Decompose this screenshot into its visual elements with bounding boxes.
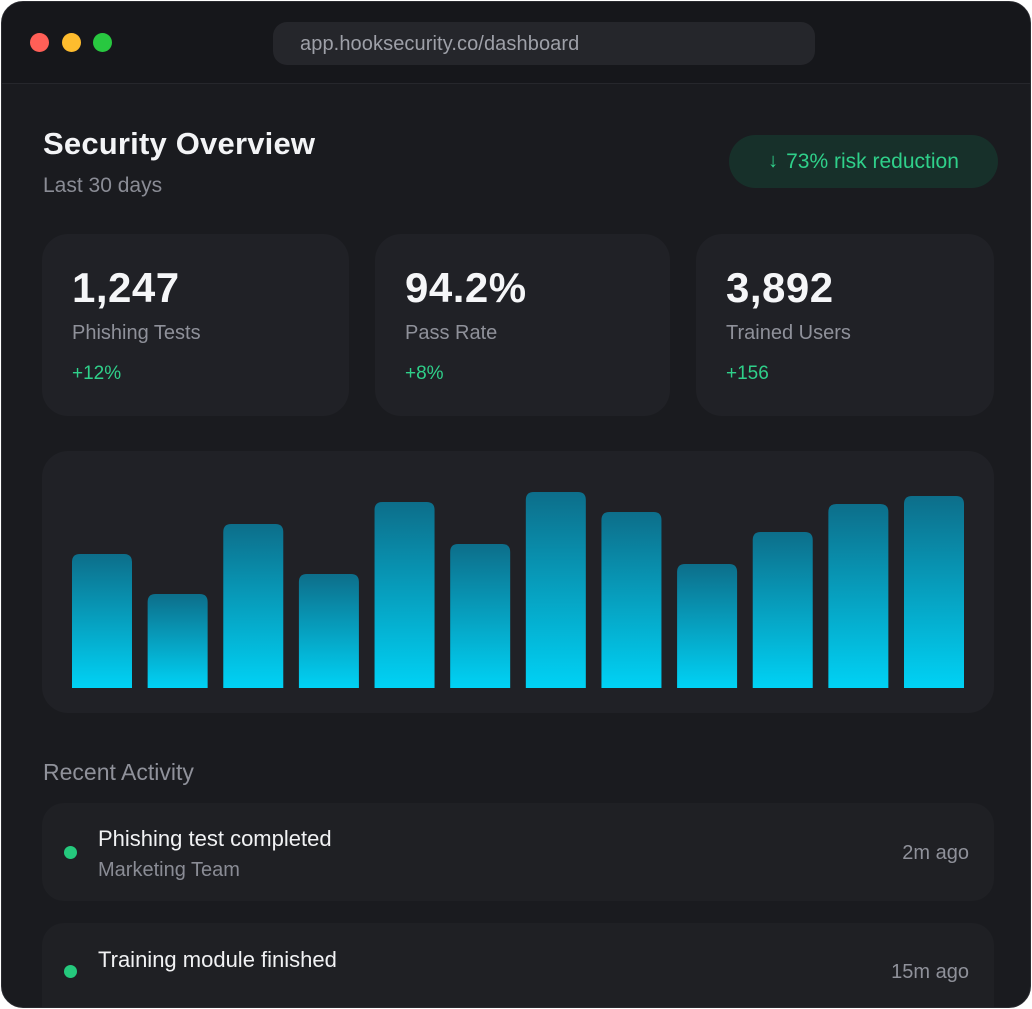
chart-bar-10 (752, 532, 813, 688)
chart-bars (72, 492, 964, 688)
activity-subtitle: Marketing Team (98, 859, 240, 881)
title-bar: app.hooksecurity.co/dashboard (2, 2, 1030, 84)
stat-value: 3,892 (726, 264, 834, 311)
activity-item[interactable]: Training module finished 15m ago (42, 923, 994, 1007)
activity-item[interactable]: Phishing test completed Marketing Team 2… (42, 803, 994, 901)
stat-card-phishing-tests[interactable]: 1,247 Phishing Tests +12% (42, 234, 349, 416)
page-title: Security Overview (43, 126, 316, 161)
url-text: app.hooksecurity.co/dashboard (300, 33, 580, 55)
stat-card-pass-rate[interactable]: 94.2% Pass Rate +8% (375, 234, 670, 416)
chart-bar-4 (298, 574, 359, 688)
bar-chart-svg (72, 492, 964, 688)
chart-bar-11 (828, 504, 889, 688)
status-dot (64, 846, 77, 859)
stat-card-trained-users[interactable]: 3,892 Trained Users +156 (696, 234, 994, 416)
activity-time: 15m ago (891, 961, 969, 983)
risk-reduction-badge: ↓ 73% risk reduction (729, 135, 998, 188)
chart-bar-5 (374, 502, 435, 688)
maximize-window-button[interactable] (93, 33, 112, 52)
stat-label: Pass Rate (405, 322, 498, 344)
risk-reduction-text: 73% risk reduction (786, 149, 959, 173)
page-subtitle: Last 30 days (43, 174, 163, 197)
arrow-down-icon: ↓ (768, 150, 779, 172)
recent-activity-title: Recent Activity (43, 759, 194, 785)
stat-delta: +156 (726, 363, 769, 384)
chart-bar-3 (223, 524, 284, 688)
chart-bar-6 (450, 544, 511, 688)
stat-label: Trained Users (726, 322, 851, 344)
close-window-button[interactable] (30, 33, 49, 52)
stat-value: 1,247 (72, 264, 180, 311)
activity-bar-chart (42, 451, 994, 713)
activity-title: Training module finished (98, 947, 337, 972)
chart-bar-9 (677, 564, 738, 688)
status-dot (64, 965, 77, 978)
stat-delta: +12% (72, 363, 122, 384)
chart-bar-8 (601, 512, 662, 688)
activity-time: 2m ago (902, 842, 969, 864)
activity-title: Phishing test completed (98, 826, 332, 851)
stat-label: Phishing Tests (72, 322, 201, 344)
chart-bar-1 (72, 554, 132, 688)
chart-bar-2 (147, 594, 208, 688)
stat-value: 94.2% (405, 264, 527, 311)
chart-bar-7 (525, 492, 586, 688)
chart-bar-12 (904, 496, 964, 688)
minimize-window-button[interactable] (62, 33, 81, 52)
address-bar[interactable]: app.hooksecurity.co/dashboard (273, 22, 815, 65)
stat-delta: +8% (405, 363, 444, 384)
